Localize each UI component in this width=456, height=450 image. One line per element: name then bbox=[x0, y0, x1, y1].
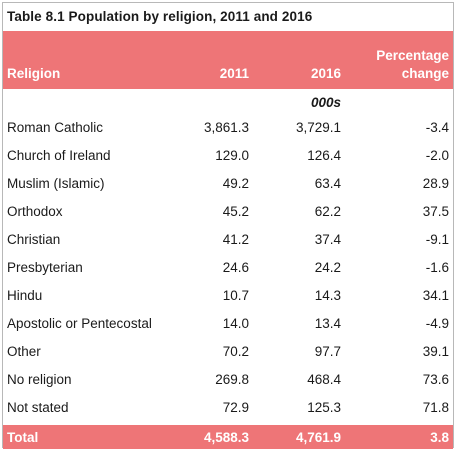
table-row: Apostolic or Pentecostal 14.0 13.4 -4.9 bbox=[3, 309, 453, 337]
row-percentage-change: -1.6 bbox=[425, 260, 449, 275]
row-percentage-change: 34.1 bbox=[422, 288, 449, 303]
row-religion: Christian bbox=[7, 232, 61, 247]
table-row: Christian 41.2 37.4 -9.1 bbox=[3, 225, 453, 253]
row-2011-value: 41.2 bbox=[222, 232, 249, 247]
row-religion: Presbyterian bbox=[7, 260, 83, 275]
row-religion: Hindu bbox=[7, 288, 43, 303]
row-percentage-change: -4.9 bbox=[425, 316, 449, 331]
row-percentage-change: 37.5 bbox=[422, 204, 449, 219]
row-percentage-change: -2.0 bbox=[425, 148, 449, 163]
row-2016-value: 63.4 bbox=[314, 176, 341, 191]
row-2016-value: 24.2 bbox=[314, 260, 341, 275]
table-row: Orthodox 45.2 62.2 37.5 bbox=[3, 197, 453, 225]
row-percentage-change: -9.1 bbox=[425, 232, 449, 247]
row-2011-value: 129.0 bbox=[215, 148, 249, 163]
row-religion: Roman Catholic bbox=[7, 120, 104, 135]
row-2016-value: 97.7 bbox=[314, 344, 341, 359]
units-label: 000s bbox=[310, 95, 341, 110]
row-percentage-change: 39.1 bbox=[422, 344, 449, 359]
row-2011-value: 269.8 bbox=[215, 372, 249, 387]
table-row: Church of Ireland 129.0 126.4 -2.0 bbox=[3, 141, 453, 169]
row-2016-value: 125.3 bbox=[307, 400, 341, 415]
table-row: Muslim (Islamic) 49.2 63.4 28.9 bbox=[3, 169, 453, 197]
header-religion: Religion bbox=[7, 66, 61, 81]
table-row: No religion 269.8 468.4 73.6 bbox=[3, 365, 453, 393]
row-2016-value: 14.3 bbox=[314, 288, 341, 303]
table-title: Table 8.1 Population by religion, 2011 a… bbox=[7, 9, 313, 24]
row-2016-value: 468.4 bbox=[307, 372, 341, 387]
row-percentage-change: 71.8 bbox=[422, 400, 449, 415]
table-header: Religion 2011 2016 Percentage change bbox=[3, 31, 453, 89]
table-row: Presbyterian 24.6 24.2 -1.6 bbox=[3, 253, 453, 281]
row-2016-value: 126.4 bbox=[307, 148, 341, 163]
row-2016-value: 62.2 bbox=[314, 204, 341, 219]
row-2016-value: 3,729.1 bbox=[295, 120, 341, 135]
header-2011: 2011 bbox=[219, 66, 249, 81]
header-2016: 2016 bbox=[310, 66, 341, 81]
row-2011-value: 14.0 bbox=[222, 316, 249, 331]
row-2011-value: 72.9 bbox=[222, 400, 249, 415]
row-religion: No religion bbox=[7, 372, 72, 387]
total-label: Total bbox=[7, 430, 39, 445]
total-percentage-change: 3.8 bbox=[430, 430, 449, 445]
row-religion: Muslim (Islamic) bbox=[7, 176, 105, 191]
total-2011-value: 4,588.3 bbox=[203, 430, 249, 445]
table-row: Not stated 72.9 125.3 71.8 bbox=[3, 393, 453, 421]
row-2011-value: 45.2 bbox=[222, 204, 249, 219]
table-row: Other 70.2 97.7 39.1 bbox=[3, 337, 453, 365]
row-religion: Orthodox bbox=[7, 204, 63, 219]
row-percentage-change: -3.4 bbox=[425, 120, 449, 135]
total-row: Total 4,588.3 4,761.9 3.8 bbox=[3, 425, 453, 449]
row-2016-value: 13.4 bbox=[314, 316, 341, 331]
table-row: Roman Catholic 3,861.3 3,729.1 -3.4 bbox=[3, 113, 453, 141]
row-2016-value: 37.4 bbox=[314, 232, 341, 247]
row-religion: Not stated bbox=[7, 400, 69, 415]
row-2011-value: 49.2 bbox=[222, 176, 249, 191]
row-religion: Other bbox=[7, 344, 41, 359]
row-2011-value: 10.7 bbox=[222, 288, 249, 303]
row-2011-value: 24.6 bbox=[222, 260, 249, 275]
total-2016-value: 4,761.9 bbox=[295, 430, 341, 445]
row-religion: Church of Ireland bbox=[7, 148, 111, 163]
row-religion: Apostolic or Pentecostal bbox=[7, 316, 152, 331]
table-row: Hindu 10.7 14.3 34.1 bbox=[3, 281, 453, 309]
row-percentage-change: 73.6 bbox=[422, 372, 449, 387]
header-percentage-change: Percentage change bbox=[376, 48, 449, 81]
row-2011-value: 3,861.3 bbox=[203, 120, 249, 135]
row-2011-value: 70.2 bbox=[222, 344, 249, 359]
row-percentage-change: 28.9 bbox=[422, 176, 449, 191]
table-body: Roman Catholic 3,861.3 3,729.1 -3.4 Chur… bbox=[3, 113, 453, 421]
